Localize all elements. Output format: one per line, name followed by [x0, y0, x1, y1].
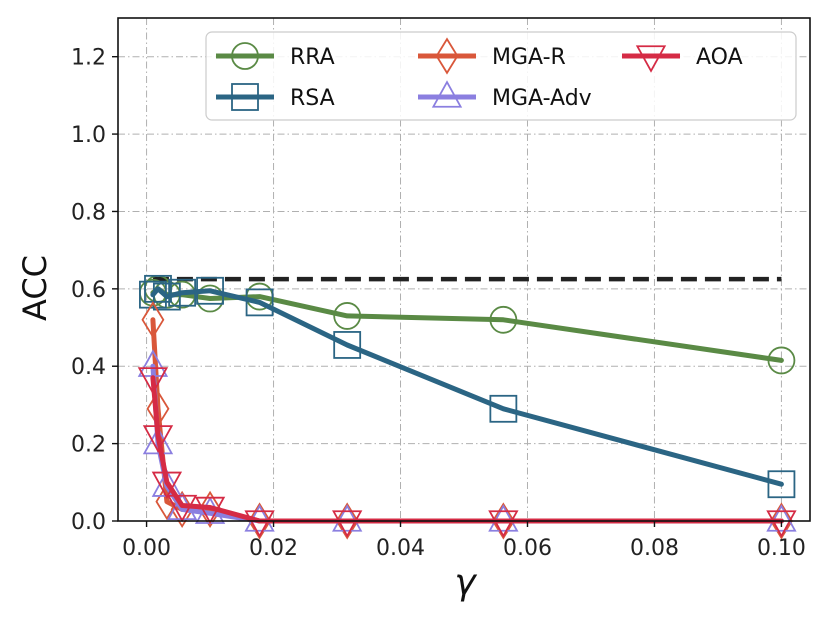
plot-frame [117, 17, 811, 522]
data-point-mga-r [769, 502, 793, 540]
legend-entry-rsa: RSA [216, 83, 335, 111]
data-point-rsa [196, 276, 224, 305]
data-point-rsa [489, 394, 518, 423]
data-point-aoa [137, 367, 169, 395]
y-tick-label: 1.0 [71, 123, 106, 148]
data-point-rsa [139, 280, 167, 309]
series-line-aoa [150, 375, 784, 524]
data-point-rsa [144, 274, 172, 303]
x-axis-title: γ [454, 562, 477, 603]
legend-marker-mga-r [435, 37, 459, 75]
legend-marker-mga-adv [431, 80, 463, 108]
legend-label-rra: RRA [290, 45, 335, 70]
legend-label-mga-adv: MGA-Adv [492, 86, 592, 111]
data-point-rsa [168, 278, 197, 307]
data-point-mga-r [248, 502, 272, 540]
data-point-mga-r [198, 490, 222, 529]
x-tick-label: 0.04 [376, 536, 425, 561]
legend-label-mga-r: MGA-R [492, 45, 566, 70]
x-tick-label: 0.06 [503, 536, 552, 561]
x-tick-label: 0.02 [249, 536, 298, 561]
series-line-mga-r [150, 317, 784, 524]
data-point-aoa [166, 494, 198, 523]
legend-label-aoa: AOA [696, 45, 743, 70]
legend-marker-rsa [231, 83, 259, 111]
y-tick-label: 1.2 [71, 46, 106, 71]
legend-entry-mga-r: MGA-R [418, 37, 566, 75]
data-point-rsa [245, 288, 274, 317]
y-tick-label: 0.0 [71, 510, 106, 535]
data-point-rra [489, 305, 518, 334]
series-line-rsa [150, 286, 784, 487]
data-point-aoa [151, 471, 183, 500]
series-layer [137, 274, 797, 540]
series-rsa [139, 274, 796, 499]
x-tick-label: 0.00 [122, 536, 171, 561]
y-axis-title: ACC [16, 255, 54, 321]
legend: RRA RSA MGA-R MGA-Adv AOA [205, 31, 797, 121]
data-point-aoa [332, 510, 363, 538]
legend-marker-aoa [635, 45, 667, 73]
data-point-aoa [142, 425, 174, 453]
data-point-aoa [194, 496, 226, 525]
legend-label-rsa: RSA [290, 86, 335, 111]
series-mga-adv [137, 349, 797, 532]
data-point-aoa [244, 510, 275, 538]
data-point-mga-adv [332, 504, 363, 532]
data-point-aoa [766, 510, 797, 538]
y-tick-label: 0.6 [71, 278, 106, 303]
axis-ticks: 0.00 0.02 0.04 0.06 0.08 0.10 0.0 0.2 0.4 0.6 0.8 1… [71, 46, 806, 561]
x-tick-label: 0.08 [630, 536, 679, 561]
data-point-mga-r [141, 301, 165, 339]
data-point-rsa [767, 470, 796, 499]
legend-entry-aoa: AOA [622, 45, 743, 73]
y-tick-label: 0.8 [71, 200, 106, 225]
series-rra [139, 274, 796, 375]
data-point-mga-adv [488, 504, 519, 532]
data-point-rra [767, 346, 796, 375]
data-point-mga-r [335, 502, 359, 540]
data-point-mga-adv [142, 426, 174, 455]
data-point-rra [333, 302, 362, 330]
legend-marker-rra [231, 42, 259, 70]
series-mga-r [141, 301, 793, 540]
data-point-rsa [333, 331, 362, 359]
x-tick-label: 0.10 [757, 536, 806, 561]
y-tick-label: 0.4 [71, 355, 106, 380]
legend-entry-rra: RRA [216, 42, 335, 70]
data-point-mga-adv [766, 504, 797, 532]
data-point-aoa [488, 510, 519, 538]
data-point-rsa [152, 282, 181, 311]
y-tick-label: 0.2 [71, 433, 106, 458]
legend-entry-mga-adv: MGA-Adv [418, 80, 592, 111]
data-point-mga-r [491, 502, 515, 540]
